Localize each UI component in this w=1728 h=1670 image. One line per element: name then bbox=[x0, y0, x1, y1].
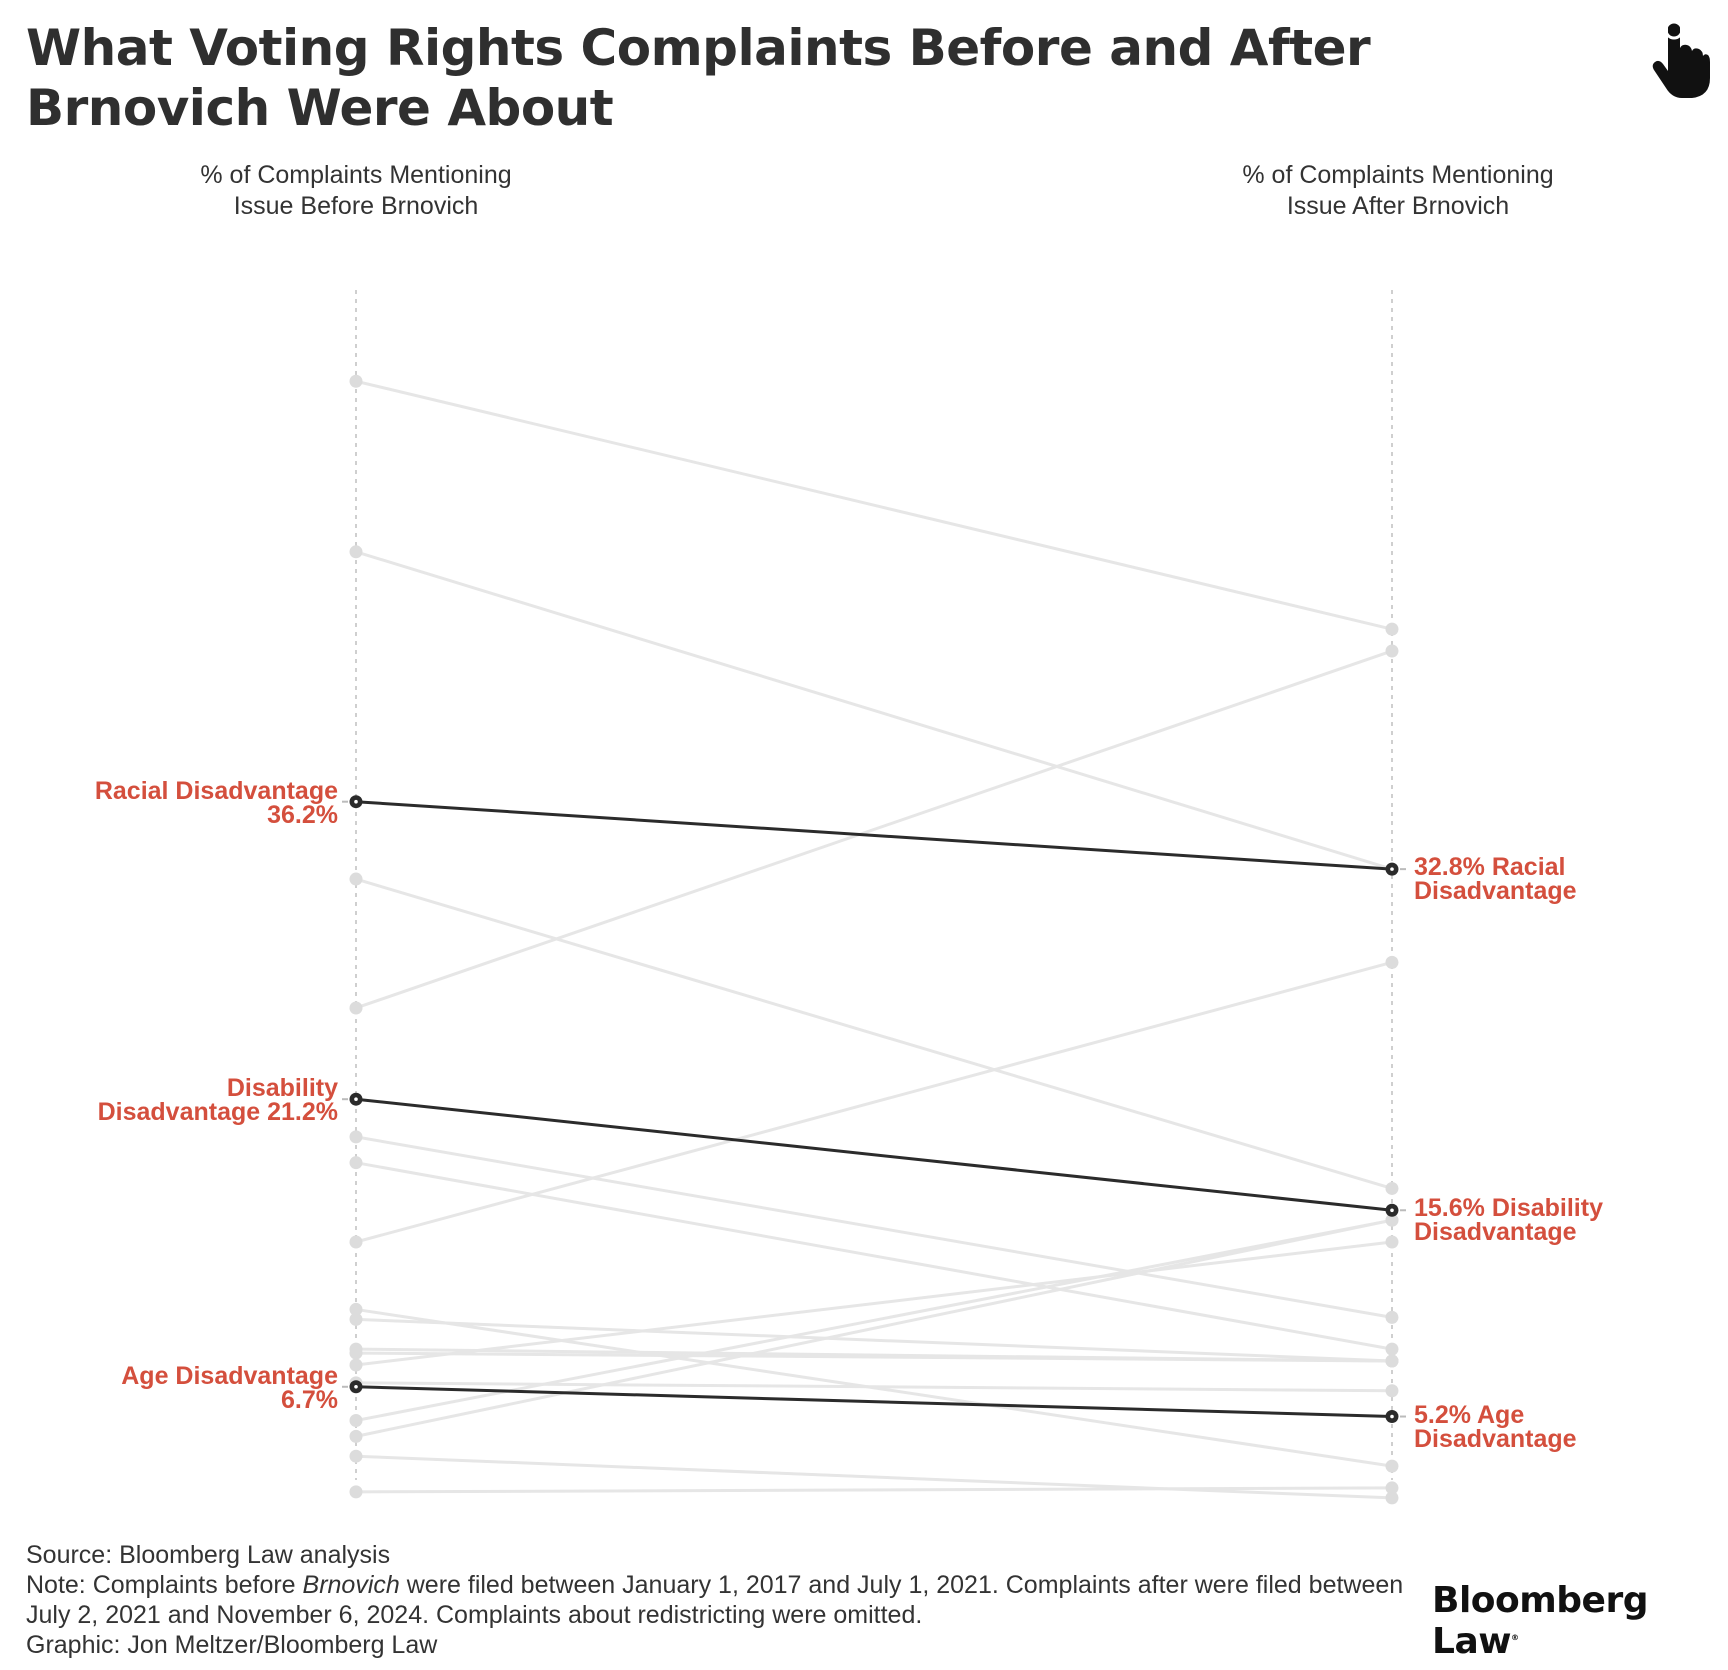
series-label-before: Age Disadvantage 6.7% bbox=[18, 1361, 338, 1414]
point-before bbox=[349, 1346, 363, 1360]
label-text: Disability bbox=[226, 1074, 338, 1103]
methodology-note: Note: Complaints before Brnovich were fi… bbox=[26, 1571, 1404, 1629]
series-line bbox=[355, 1161, 1393, 1351]
point-before-center bbox=[354, 1384, 358, 1389]
series-line bbox=[355, 960, 1393, 1244]
point-after bbox=[1385, 955, 1399, 969]
series-label-before: Racial Disadvantage 36.2% bbox=[18, 776, 338, 829]
point-before bbox=[349, 1130, 363, 1144]
series-line bbox=[355, 649, 1393, 1010]
series-line-highlight bbox=[355, 800, 1393, 871]
series-line bbox=[355, 1381, 1393, 1393]
series-line bbox=[355, 550, 1393, 871]
point-before bbox=[349, 1302, 363, 1316]
series-line bbox=[355, 1135, 1393, 1319]
series-label-after: 5.2% Age Disadvantage bbox=[1414, 1400, 1714, 1453]
label-text: Disadvantage bbox=[1414, 877, 1577, 906]
point-after bbox=[1385, 1481, 1399, 1495]
point-after bbox=[1385, 1213, 1399, 1227]
point-after bbox=[1385, 644, 1399, 658]
point-before bbox=[349, 1156, 363, 1170]
point-before bbox=[349, 1485, 363, 1499]
label-text: 32.8% Racial bbox=[1414, 853, 1566, 882]
label-text: 5.2% Age bbox=[1414, 1400, 1525, 1429]
series-line-highlight bbox=[355, 1097, 1393, 1212]
label-text: Disadvantage 21.2% bbox=[97, 1098, 338, 1127]
source-note: Source: Bloomberg Law analysis bbox=[26, 1541, 391, 1569]
label-text: Racial Disadvantage bbox=[94, 776, 338, 805]
chart-title: What Voting Rights Complaints Before and… bbox=[26, 19, 1371, 137]
point-before-center bbox=[354, 1097, 358, 1101]
series-line bbox=[355, 877, 1393, 1190]
hand-pointer-icon[interactable] bbox=[1648, 18, 1710, 100]
point-before bbox=[349, 1312, 363, 1326]
label-text: 6.7% bbox=[281, 1385, 338, 1414]
series-label-after: 32.8% Racial Disadvantage bbox=[1414, 853, 1714, 906]
point-after bbox=[1385, 1310, 1399, 1324]
series-line bbox=[355, 1218, 1393, 1422]
footer: Source: Bloomberg Law analysis Note: Com… bbox=[26, 1540, 1426, 1660]
series-line bbox=[355, 1454, 1393, 1500]
label-text: Age Disadvantage bbox=[121, 1361, 338, 1390]
point-before bbox=[349, 1235, 363, 1249]
point-after-center bbox=[1390, 867, 1394, 871]
point-after-center bbox=[1390, 1414, 1394, 1419]
point-before bbox=[349, 1449, 363, 1463]
series-line bbox=[355, 1317, 1393, 1363]
bloomberg-law-logo: Bloomberg Law® bbox=[1432, 1580, 1648, 1662]
point-after-center bbox=[1390, 1208, 1394, 1213]
point-after bbox=[1385, 622, 1399, 636]
point-before bbox=[349, 545, 363, 559]
column-header-after: % of Complaints Mentioning Issue After B… bbox=[1242, 161, 1554, 220]
point-after bbox=[1385, 1459, 1399, 1473]
point-after bbox=[1385, 1384, 1399, 1398]
label-text: Disadvantage bbox=[1414, 1424, 1577, 1453]
column-header-before: % of Complaints Mentioning Issue Before … bbox=[200, 161, 512, 220]
point-before bbox=[349, 1429, 363, 1443]
point-after bbox=[1385, 1342, 1399, 1356]
series-line bbox=[355, 1218, 1393, 1438]
label-text: Disadvantage bbox=[1414, 1218, 1577, 1247]
point-after bbox=[1385, 1235, 1399, 1249]
label-text: 36.2% bbox=[267, 800, 338, 829]
series-line bbox=[355, 1240, 1393, 1367]
series-line bbox=[355, 1351, 1393, 1363]
point-before-center bbox=[354, 799, 358, 804]
point-before bbox=[349, 1414, 363, 1427]
point-before bbox=[349, 374, 363, 388]
series-line-highlight bbox=[355, 1385, 1393, 1419]
graphic-credit: Graphic: Jon Meltzer/Bloomberg Law bbox=[26, 1631, 438, 1659]
point-before bbox=[349, 1001, 363, 1015]
point-before bbox=[349, 1358, 363, 1372]
point-before bbox=[349, 872, 363, 886]
series-line bbox=[355, 379, 1393, 631]
series-line bbox=[355, 1486, 1393, 1494]
label-text: 15.6% Disability bbox=[1414, 1194, 1603, 1223]
point-after bbox=[1385, 1354, 1399, 1368]
point-after bbox=[1385, 1491, 1399, 1505]
point-after bbox=[1385, 1181, 1399, 1195]
series-label-before: Disability Disadvantage 21.2% bbox=[18, 1074, 338, 1127]
series-label-after: 15.6% Disability Disadvantage bbox=[1414, 1194, 1714, 1247]
